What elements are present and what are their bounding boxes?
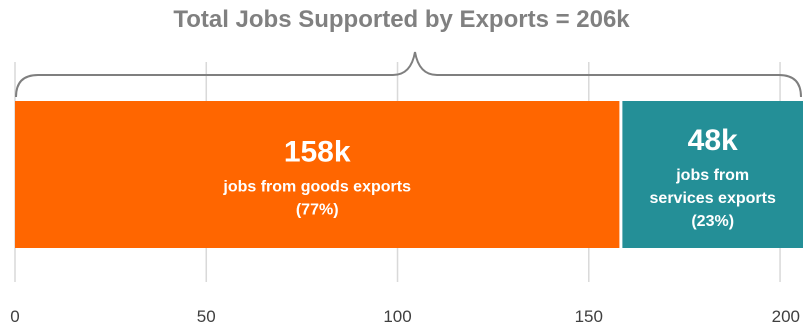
x-tick-label-200: 200 — [772, 307, 800, 326]
bar-segment-goods — [15, 101, 620, 248]
value-label-goods: 158k — [284, 136, 351, 169]
desc-label-goods-0: jobs from goods exports — [222, 179, 411, 196]
chart-title: Total Jobs Supported by Exports = 206k — [173, 6, 630, 33]
x-tick-label-150: 150 — [575, 307, 603, 326]
desc-label-goods-1: (77%) — [296, 202, 339, 219]
x-tick-label-50: 50 — [197, 307, 216, 326]
x-tick-label-0: 0 — [10, 307, 19, 326]
desc-label-services-2: (23%) — [691, 213, 734, 230]
total-bracket — [15, 51, 802, 98]
desc-label-services-1: services exports — [650, 190, 776, 207]
desc-label-services-0: jobs from — [675, 167, 749, 184]
x-tick-label-100: 100 — [383, 307, 411, 326]
bar-segment-services — [622, 101, 803, 248]
value-label-services: 48k — [688, 124, 738, 157]
